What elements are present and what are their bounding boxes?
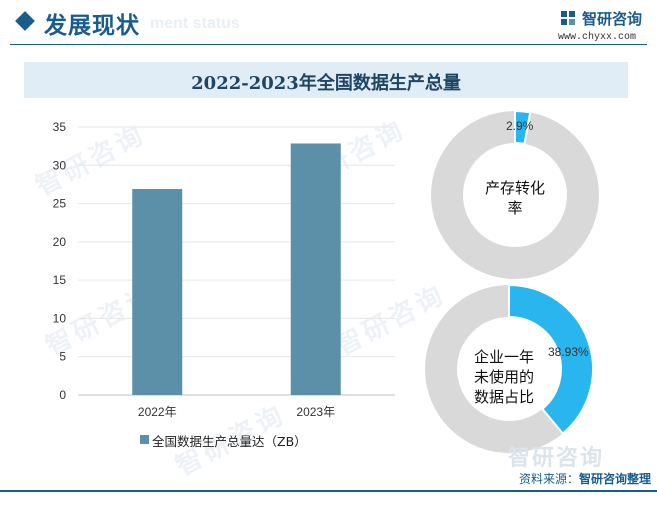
brand-name: 智研咨询 [582, 10, 643, 28]
header: 发展现状 ment status 智研咨询 www.chyxx.com [0, 0, 657, 46]
legend-swatch [140, 435, 149, 444]
bar [132, 189, 183, 395]
donut-percent-label: 38.93% [548, 345, 589, 359]
watermark-brand: 智研咨询 [508, 446, 605, 471]
chart-title: 2022-2023年全国数据生产总量 [191, 73, 461, 94]
donut-slice [514, 109, 532, 146]
bar [290, 143, 341, 395]
y-tick-label: 30 [53, 158, 67, 172]
footer-divider [0, 490, 657, 492]
y-tick-label: 20 [53, 235, 67, 249]
donut-slice [508, 283, 594, 435]
y-tick-label: 10 [53, 311, 67, 325]
section-title: 发展现状 [44, 13, 140, 39]
brand-url: www.chyxx.com [558, 32, 637, 43]
legend-label: 全国数据生产总量达（ZB） [152, 434, 307, 449]
donut-percent-label: 2.9% [506, 119, 534, 133]
chart-title-banner: 2022-2023年全国数据生产总量 [24, 62, 628, 98]
source-note: 资料来源：智研咨询整理 [0, 470, 651, 487]
y-tick-label: 25 [53, 197, 67, 211]
header-divider [10, 44, 647, 45]
y-tick-label: 0 [59, 388, 66, 402]
y-tick-label: 5 [59, 350, 66, 364]
section-subtitle-ghost: ment status [150, 15, 240, 32]
x-tick-label: 2022年 [138, 405, 177, 419]
y-tick-label: 15 [53, 273, 67, 287]
donut-center-label: 企业一年未使用的数据占比 [473, 348, 534, 406]
donut-center-label: 产存转化率 [485, 179, 546, 217]
source-value: 智研咨询整理 [578, 472, 651, 486]
x-tick-label: 2023年 [296, 405, 335, 419]
brand-logo-icon [561, 11, 575, 25]
source-label: 资料来源： [518, 472, 579, 486]
y-tick-label: 35 [53, 120, 67, 134]
